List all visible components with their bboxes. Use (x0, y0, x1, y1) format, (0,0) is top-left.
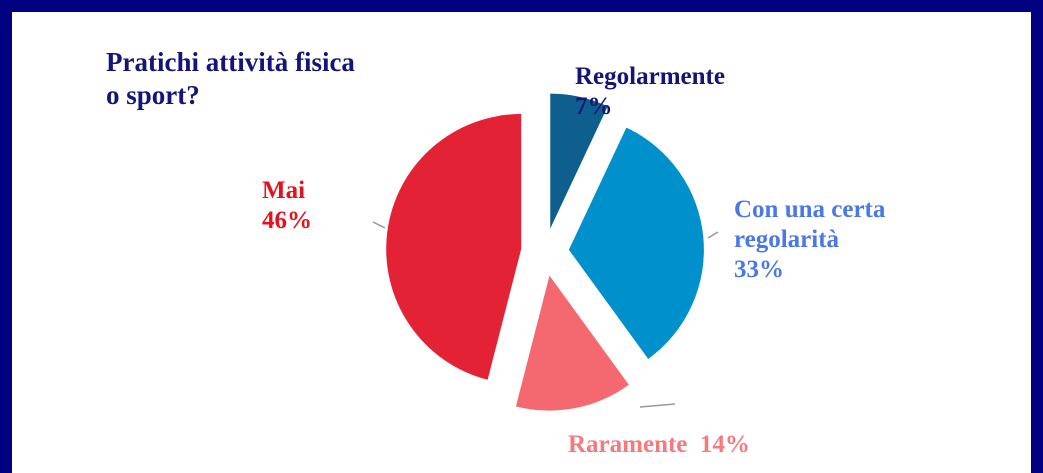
category-label: Regolarmente (575, 63, 725, 90)
leader-line (639, 403, 676, 408)
slice-label: Raramente 14% (568, 430, 828, 460)
value-label: 33% (734, 256, 784, 283)
leader-line (372, 221, 386, 229)
leader-line (707, 231, 719, 239)
pie-slice (550, 93, 608, 229)
value-label: 14% (699, 431, 750, 458)
pie-slice (568, 127, 704, 359)
chart-title: Pratichi attività fisica o sport? (106, 47, 355, 110)
pie-slice (386, 113, 522, 380)
slice-label: Regolarmente 7% (575, 62, 775, 122)
slice-label: Mai 46% (262, 176, 352, 236)
category-label: Mai (262, 177, 306, 204)
value-label: 46% (262, 207, 312, 234)
slice-label: Con una certa regolarità 33% (734, 195, 934, 285)
category-label: Raramente (568, 431, 688, 458)
value-label: 7% (575, 93, 613, 120)
pie-slice (515, 275, 629, 411)
category-label: Con una certa regolarità (734, 196, 886, 253)
